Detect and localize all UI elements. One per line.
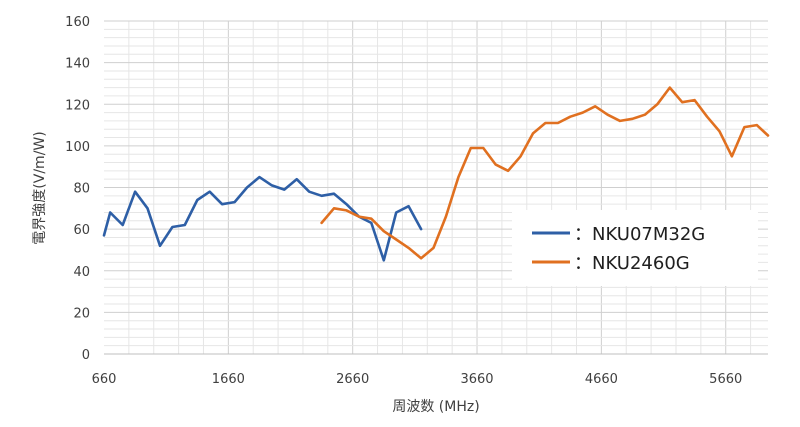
x-tick-label: 3660 xyxy=(460,372,493,387)
x-tick-label: 4660 xyxy=(585,372,618,387)
y-tick-label: 40 xyxy=(73,265,90,280)
series-layer xyxy=(102,86,770,262)
x-tick-label: 1660 xyxy=(212,372,245,387)
x-axis-title: 周波数 (MHz) xyxy=(392,399,479,415)
x-tick-label: 2660 xyxy=(336,372,369,387)
legend: ：NKU07M32G ：NKU2460G xyxy=(512,210,758,286)
y-axis-title: 電界強度(V/m/W) xyxy=(32,131,48,244)
y-tick-label: 20 xyxy=(73,306,90,321)
y-tick-label: 80 xyxy=(73,182,90,197)
y-tick-labels: 0 20 40 60 80 100 120 140 160 xyxy=(65,15,90,363)
y-tick-label: 100 xyxy=(65,140,90,155)
legend-label-nku2460g: ：NKU2460G xyxy=(574,253,690,274)
legend-box xyxy=(512,210,758,286)
y-tick-label: 60 xyxy=(73,223,90,238)
legend-label-nku07m32g: ：NKU07M32G xyxy=(574,224,705,245)
y-tick-label: 140 xyxy=(65,57,90,72)
x-tick-label: 5660 xyxy=(709,372,742,387)
y-tick-label: 120 xyxy=(65,98,90,113)
x-tick-label: 660 xyxy=(92,372,117,387)
grid xyxy=(104,20,768,354)
y-tick-label: 0 xyxy=(82,348,90,363)
y-tick-label: 160 xyxy=(65,15,90,30)
series-line-nku07m32g xyxy=(102,175,423,262)
x-tick-labels: 660 1660 2660 3660 4660 5660 xyxy=(92,372,743,387)
series-line-nku2460g xyxy=(320,86,770,260)
